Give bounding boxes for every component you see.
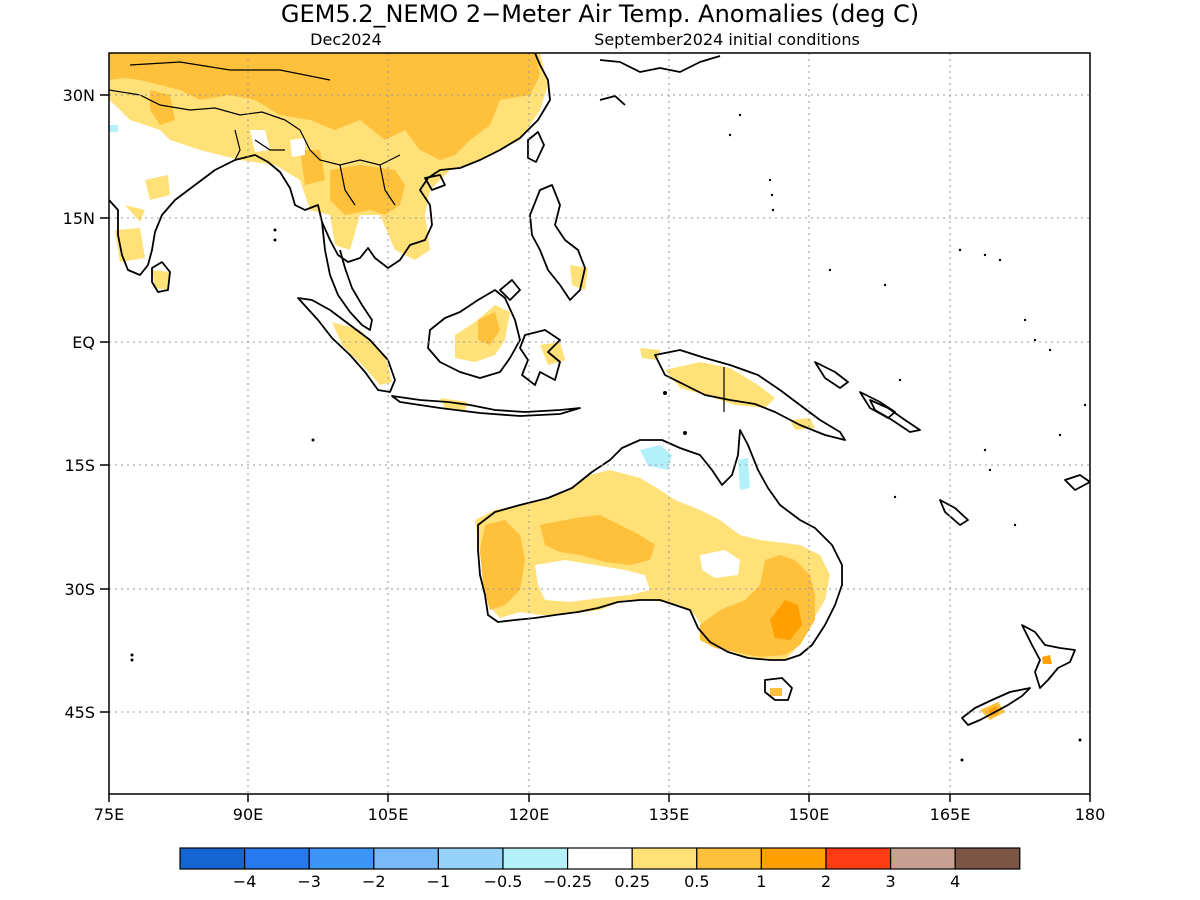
lon-label-135e: 135E	[649, 805, 690, 824]
colorbar-swatch	[889, 847, 956, 870]
lat-label-45s: 45S	[64, 703, 95, 722]
lat-label-15s: 15S	[64, 456, 95, 475]
colorbar-swatch	[373, 847, 439, 870]
colorbar-label: −0.5	[484, 872, 523, 891]
lon-label-120e: 120E	[509, 805, 550, 824]
colorbar-label: 2	[821, 872, 831, 891]
lat-label-eq: EQ	[72, 333, 95, 352]
colorbar-label: 3	[886, 872, 896, 891]
map-content	[109, 53, 1090, 762]
lon-label-75e: 75E	[94, 805, 124, 824]
longitude-axis: 75E 90E 105E 120E 135E 150E 165E 180	[94, 794, 1106, 824]
colorbar-swatch	[437, 847, 504, 870]
lon-label-165e: 165E	[930, 805, 971, 824]
lon-label-90e: 90E	[233, 805, 263, 824]
lon-label-105e: 105E	[368, 805, 409, 824]
coastlines	[109, 53, 1090, 726]
colorbar-labels: −4 −3 −2 −1 −0.5 −0.25 0.25 0.5 1 2 3 4	[233, 872, 960, 891]
colorbar-label: 1	[756, 872, 766, 891]
colorbar-swatch	[631, 847, 698, 870]
colorbar-label: −1	[427, 872, 451, 891]
lat-label-30n: 30N	[63, 86, 95, 105]
plot-frame	[108, 52, 1091, 795]
anomaly-cool-regions	[109, 125, 750, 490]
map-subtitle-initial-conditions: September2024 initial conditions	[594, 30, 860, 49]
colorbar-swatch	[308, 847, 375, 870]
colorbar-swatch	[760, 847, 827, 870]
colorbar: −4 −3 −2 −1 −0.5 −0.25 0.25 0.5 1 2 3 4	[179, 847, 1021, 891]
lon-label-180: 180	[1075, 805, 1106, 824]
colorbar-label: 0.25	[614, 872, 650, 891]
lat-label-30s: 30S	[64, 580, 95, 599]
colorbar-swatch	[825, 847, 892, 870]
lat-label-15n: 15N	[63, 209, 95, 228]
colorbar-swatch	[696, 847, 762, 870]
colorbar-swatch	[566, 847, 633, 870]
map-subtitle-date: Dec2024	[310, 30, 382, 49]
map-title: GEM5.2_NEMO 2−Meter Air Temp. Anomalies …	[281, 0, 919, 28]
colorbar-label: −3	[297, 872, 321, 891]
graticule	[109, 53, 1090, 794]
colorbar-swatch	[502, 847, 569, 870]
colorbar-label: −4	[233, 872, 257, 891]
island-dots	[130, 113, 1087, 762]
colorbar-label: 0.5	[684, 872, 709, 891]
colorbar-swatch	[179, 847, 246, 870]
colorbar-swatches	[179, 847, 1021, 870]
country-borders	[109, 61, 725, 412]
lon-label-150e: 150E	[789, 805, 830, 824]
plot-area	[109, 53, 1090, 794]
colorbar-label: −2	[362, 872, 386, 891]
colorbar-swatch	[954, 847, 1021, 870]
colorbar-swatch	[244, 847, 310, 870]
colorbar-label: 4	[950, 872, 960, 891]
latitude-axis: 30N 15N EQ 15S 30S 45S	[63, 86, 109, 722]
colorbar-label: −0.25	[543, 872, 592, 891]
